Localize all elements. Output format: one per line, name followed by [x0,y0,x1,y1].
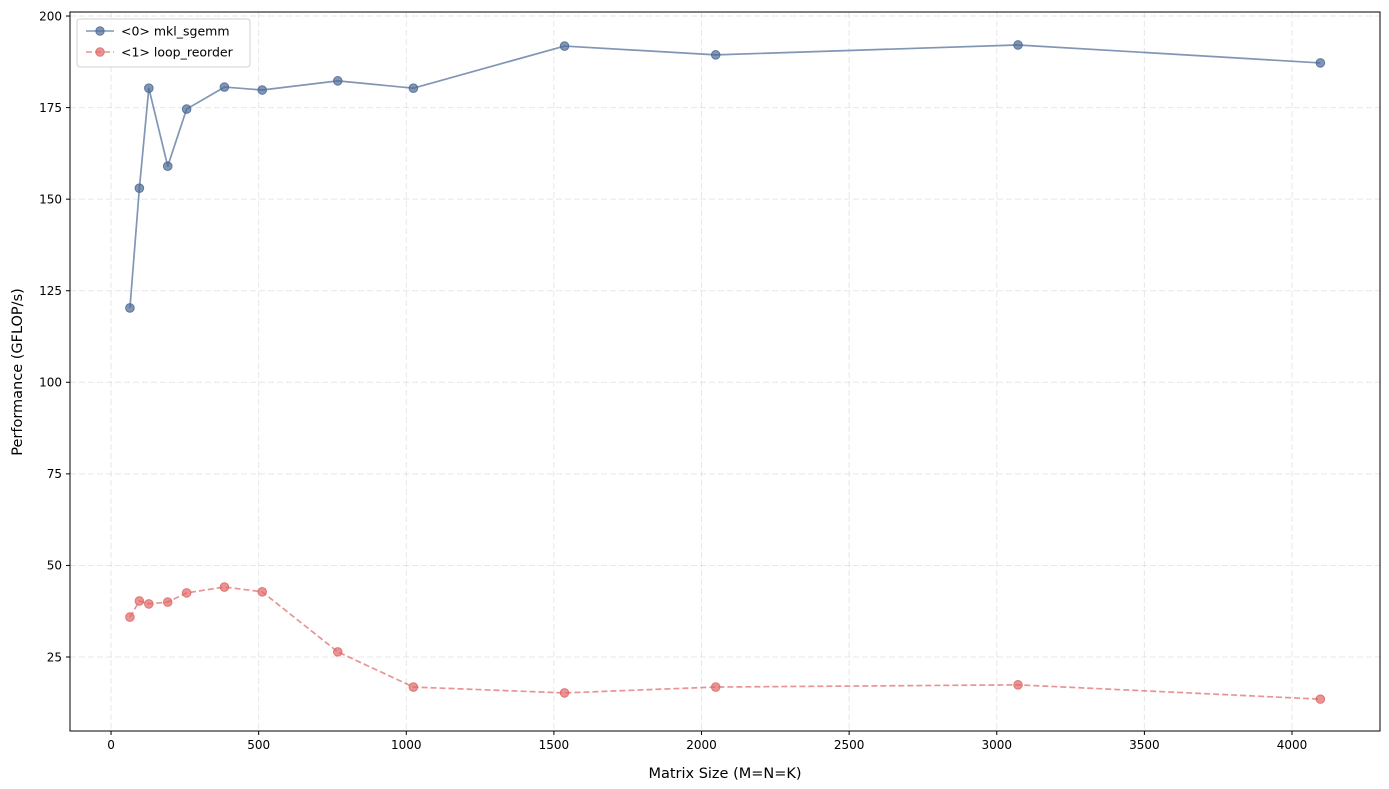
y-tick-label: 75 [47,467,62,481]
data-point-marker [125,303,135,313]
data-point-marker [219,82,230,92]
data-point-marker [1013,40,1023,50]
grid-lines [70,12,1380,731]
x-tick-label: 0 [107,738,115,752]
legend-item-mkl-sgemm: <0> mkl_sgemm [86,24,230,39]
y-tick-label: 200 [39,9,62,23]
legend-item-loop-reorder: <1> loop_reorder [86,45,234,60]
y-tick-label: 125 [39,284,62,298]
x-tick-label: 3000 [981,738,1012,752]
x-tick-label: 3500 [1129,738,1160,752]
legend-marker-icon [95,47,105,57]
data-point-marker [559,41,570,51]
data-point-marker [1315,694,1326,704]
y-tick-label: 150 [39,192,62,206]
data-point-marker [710,50,721,60]
y-tick-label: 50 [47,559,62,573]
data-point-marker [219,582,230,592]
y-tick-label: 25 [47,650,62,664]
data-point-marker [181,104,192,114]
legend-label: <0> mkl_sgemm [121,24,230,39]
x-tick-label: 4000 [1277,738,1308,752]
data-point-marker [408,682,419,692]
x-tick-label: 2500 [834,738,865,752]
data-point-marker [332,647,343,657]
data-point-marker [125,612,135,622]
x-tick-label: 1500 [539,738,570,752]
axes-frame [69,11,1381,732]
data-point-marker [332,76,343,86]
legend: <0> mkl_sgemm <1> loop_reorder [76,18,251,68]
data-point-marker [257,85,268,95]
series-layer [125,40,1326,704]
legend-marker-icon [95,26,105,36]
y-tick-label: 100 [39,376,62,390]
data-point-marker [162,597,173,607]
series-line [129,44,1321,309]
series-1 [125,582,1326,704]
data-point-marker [408,83,419,93]
data-point-marker [144,599,154,609]
legend-box [76,18,251,68]
data-point-marker [1315,58,1326,68]
data-point-marker [710,682,721,692]
series-line [129,586,1321,700]
y-tick-label: 175 [39,101,62,115]
x-axis-label: Matrix Size (M=N=K) [648,766,801,782]
data-point-marker [134,183,145,193]
legend-label: <1> loop_reorder [121,45,234,60]
data-point-marker [144,83,154,93]
x-tick-label: 1000 [391,738,422,752]
x-axis-ticks: 0 500 1000 1500 2000 2500 3000 3500 4000 [107,731,1307,752]
y-axis-ticks: 25 50 75 100 125 150 175 200 [39,9,70,664]
data-point-marker [134,596,145,606]
data-point-marker [162,161,173,172]
x-tick-label: 2000 [686,738,717,752]
x-tick-label: 500 [247,738,270,752]
data-point-marker [181,588,192,598]
data-point-marker [1013,680,1023,690]
data-point-marker [559,688,570,698]
data-point-marker [257,587,268,597]
series-0 [125,40,1326,313]
y-axis-label: Performance (GFLOP/s) [10,288,26,456]
